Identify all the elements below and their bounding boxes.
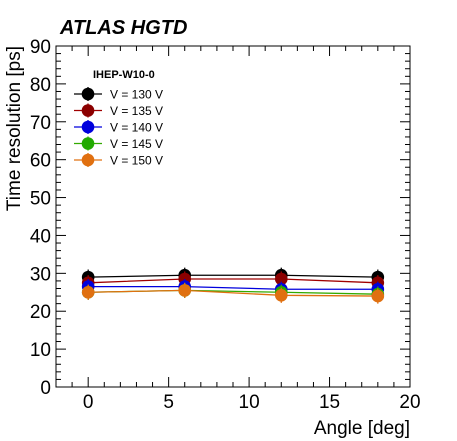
y-tick-label: 20: [30, 302, 51, 323]
series-0: [81, 267, 385, 285]
x-tick-label: 5: [163, 392, 174, 413]
series-line: [88, 278, 378, 284]
series-line: [88, 274, 378, 278]
legend-label: V = 145 V: [110, 137, 163, 151]
data-point: [371, 289, 385, 303]
legend-title: IHEP-W10-0: [93, 69, 155, 81]
y-tick-label: 90: [30, 37, 51, 58]
y-tick-label: 70: [30, 113, 51, 134]
y-tick-label: 10: [30, 340, 51, 361]
data-point: [274, 289, 288, 302]
y-tick-label: 50: [30, 189, 51, 210]
series-4: [81, 282, 385, 304]
axes: 0 10 20 30 40 50 60 70 80 90 0 5 10 15 20: [30, 37, 421, 413]
y-tick-label: 60: [30, 151, 51, 172]
legend-marker: [81, 104, 95, 117]
legend-label: V = 135 V: [110, 104, 163, 118]
y-tick-label: 80: [30, 75, 51, 96]
series-line: [88, 285, 378, 290]
legend-marker: [81, 87, 95, 101]
x-axis-title: Angle [deg]: [314, 418, 410, 439]
legend: IHEP-W10-0 V = 130 V V = 135 V V = 140 V V …: [74, 69, 163, 168]
legend-label: V = 150 V: [110, 154, 163, 168]
series-line: [88, 289, 378, 297]
y-tick-label: 40: [30, 226, 51, 247]
legend-marker: [81, 153, 95, 167]
y-tick-label: 30: [30, 264, 51, 285]
data-point: [81, 285, 95, 299]
x-tick-label: 0: [83, 392, 94, 413]
x-tick-label: 20: [399, 392, 420, 413]
y-axis-title: Time resolution [ps]: [4, 46, 25, 211]
y-tick-label: 0: [40, 378, 51, 399]
x-tick-label: 10: [239, 392, 260, 413]
legend-marker: [81, 120, 95, 134]
data-point: [178, 284, 192, 297]
legend-label: V = 130 V: [110, 88, 163, 102]
x-tick-label: 15: [319, 392, 340, 413]
legend-marker: [81, 137, 95, 150]
series-layer: [81, 267, 385, 304]
data-point: [274, 272, 288, 286]
chart-title: ATLAS HGTD: [59, 17, 187, 39]
legend-label: V = 140 V: [110, 121, 163, 135]
